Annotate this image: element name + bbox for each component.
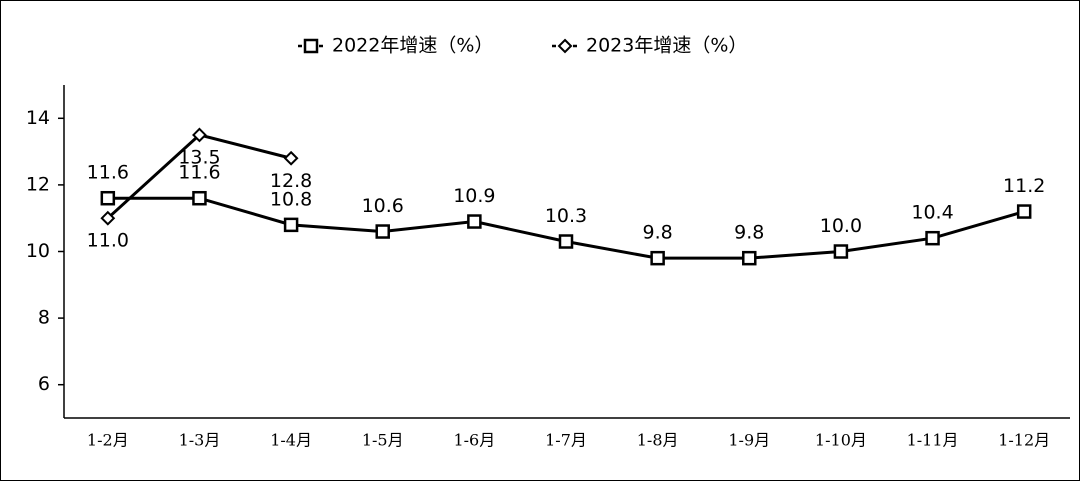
data-label: 11.6 <box>87 162 129 184</box>
y-tick-label: 12 <box>26 173 50 195</box>
marker <box>925 230 940 246</box>
x-tick-label: 1-6月 <box>453 431 495 450</box>
marker <box>283 150 299 166</box>
data-label: 9.8 <box>643 222 673 244</box>
data-label: 10.0 <box>820 215 862 237</box>
marker <box>375 224 390 239</box>
marker <box>742 250 757 266</box>
y-tick-label: 8 <box>38 307 50 329</box>
data-label: 10.4 <box>911 202 953 224</box>
data-label: 12.8 <box>270 170 312 192</box>
data-label: 11.0 <box>87 230 129 252</box>
marker <box>650 250 665 266</box>
marker <box>100 210 116 226</box>
x-tick-label: 1-7月 <box>545 431 587 450</box>
data-label: 9.8 <box>734 222 764 244</box>
data-label: 11.6 <box>178 162 220 184</box>
x-tick-label: 1-11月 <box>907 431 959 450</box>
marker <box>833 244 849 259</box>
legend-label: 2022年增速（%） <box>332 35 493 57</box>
marker <box>1016 204 1032 219</box>
y-tick-label: 10 <box>26 240 50 262</box>
data-label: 10.8 <box>270 188 312 210</box>
x-tick-label: 1-4月 <box>270 431 312 450</box>
x-tick-label: 1-12月 <box>998 431 1050 450</box>
x-tick-label: 1-3月 <box>179 431 221 450</box>
data-label: 10.9 <box>453 185 495 207</box>
x-tick-label: 1-10月 <box>815 431 867 450</box>
data-label: 11.2 <box>1003 175 1045 197</box>
x-tick-label: 1-9月 <box>728 431 770 450</box>
data-label: 10.6 <box>362 195 404 217</box>
marker <box>467 214 482 229</box>
marker <box>558 234 574 249</box>
marker <box>192 127 207 143</box>
marker <box>283 217 299 233</box>
y-tick-label: 14 <box>26 107 50 129</box>
legend-label: 2023年增速（%） <box>586 35 747 57</box>
marker <box>557 38 573 54</box>
data-label: 10.3 <box>545 205 587 227</box>
x-tick-label: 1-2月 <box>87 431 129 450</box>
x-tick-label: 1-8月 <box>637 431 679 450</box>
marker <box>100 190 116 206</box>
data-label: 13.5 <box>178 146 220 168</box>
marker <box>192 190 207 206</box>
marker <box>303 38 319 54</box>
x-tick-label: 1-5月 <box>362 431 404 450</box>
y-tick-label: 6 <box>38 373 50 395</box>
